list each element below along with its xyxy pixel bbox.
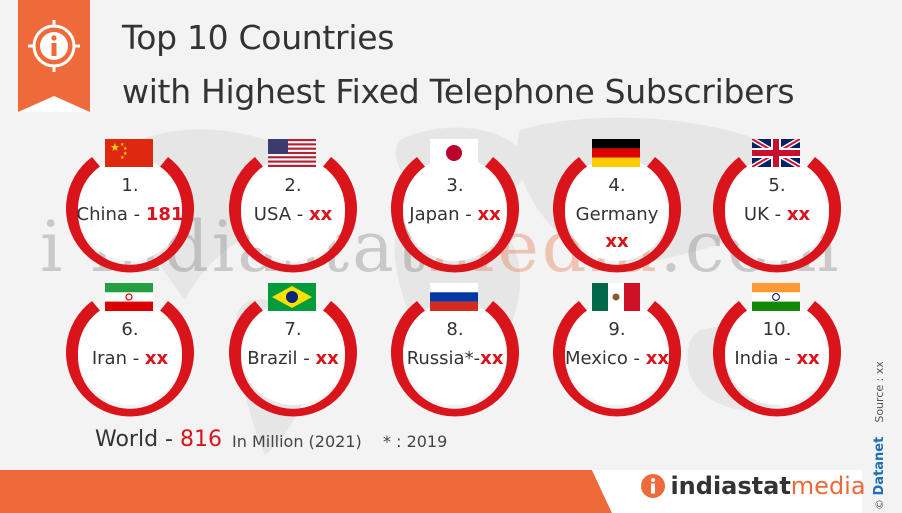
country-rank: 10. xyxy=(762,319,792,340)
country-value: xx xyxy=(480,348,504,369)
country-rank: 8. xyxy=(446,319,464,340)
mexico-flag-icon xyxy=(592,283,640,311)
country-rank: 2. xyxy=(284,175,302,196)
country-value: xx xyxy=(786,204,811,225)
russia-flag-icon xyxy=(430,283,478,311)
country-value: xx xyxy=(645,348,670,369)
country-rank: 3. xyxy=(446,175,464,196)
country-value: xx xyxy=(477,204,501,225)
country-entry: UK - xx xyxy=(702,204,852,225)
country-card-usa: 2. USA - xx xyxy=(218,137,368,277)
uk-flag-icon xyxy=(752,139,800,167)
country-card-russia: 8. Russia*-xx xyxy=(380,281,530,421)
country-rank: 6. xyxy=(121,319,139,340)
copyright-mark: © xyxy=(873,499,886,510)
datanet-label: Datanet xyxy=(872,436,887,496)
country-name: Mexico - xyxy=(564,348,646,369)
country-value: xx xyxy=(315,348,339,369)
country-rank: 9. xyxy=(608,319,626,340)
country-entry: USA - xx xyxy=(218,204,368,225)
germany-flag-icon xyxy=(592,139,640,167)
country-value: 181 xyxy=(145,204,184,225)
brand-name-part-1: indiastat xyxy=(670,472,791,500)
brand-logo: indiastatmedia xyxy=(640,472,866,500)
info-tab xyxy=(18,0,90,112)
country-name: USA - xyxy=(253,204,309,225)
country-card-india: 10. India - xx xyxy=(702,281,852,421)
title-line-2: with Highest Fixed Telephone Subscribers xyxy=(122,72,795,111)
country-name: UK - xyxy=(743,204,787,225)
country-rank: 7. xyxy=(284,319,302,340)
usa-flag-icon xyxy=(268,139,316,167)
country-name: Russia*- xyxy=(406,348,481,369)
country-card-japan: 3. Japan - xx xyxy=(380,137,530,277)
world-total: World - 816 xyxy=(95,427,222,452)
country-value: xx xyxy=(308,204,333,225)
country-name: Brazil - xyxy=(247,348,316,369)
brand-name: indiastatmedia xyxy=(670,472,865,500)
svg-text:★: ★ xyxy=(120,142,125,148)
country-value: xx xyxy=(144,348,169,369)
japan-flag-icon xyxy=(430,139,478,167)
svg-text:★: ★ xyxy=(110,141,120,154)
country-entry: Japan - xx xyxy=(380,204,530,225)
footnote: * : 2019 xyxy=(383,432,448,451)
country-entry: Mexico - xx xyxy=(542,348,692,369)
country-card-iran: 6. Iran - xx xyxy=(55,281,205,421)
country-card-germany: 4. Germany xx xyxy=(542,137,692,277)
country-entry: Russia*-xx xyxy=(380,348,530,369)
country-rank: 4. xyxy=(608,175,626,196)
country-entry: China - 181 xyxy=(55,204,205,225)
country-entry: Brazil - xx xyxy=(218,348,368,369)
country-name: China - xyxy=(76,204,146,225)
world-value: 816 xyxy=(179,427,222,452)
brazil-flag-icon xyxy=(268,283,316,311)
country-entry: Iran - xx xyxy=(55,348,205,369)
country-card-mexico: 9. Mexico - xx xyxy=(542,281,692,421)
brand-name-part-2: media xyxy=(790,472,866,500)
iran-flag-icon xyxy=(105,283,153,311)
country-name: Germany xyxy=(575,204,659,225)
country-name: Japan - xyxy=(409,204,478,225)
source-credit: © Datanet Source : xx xyxy=(872,361,887,510)
title-line-1: Top 10 Countries xyxy=(122,18,395,57)
svg-text:★: ★ xyxy=(123,151,128,157)
info-icon xyxy=(28,20,80,72)
india-flag-icon xyxy=(752,283,800,311)
source-label: Source : xx xyxy=(873,361,886,423)
brand-info-icon xyxy=(641,474,665,498)
country-card-uk: 5. UK - xx xyxy=(702,137,852,277)
country-rank: 5. xyxy=(768,175,786,196)
china-flag-icon: ★ ★★★★ xyxy=(105,139,153,167)
country-card-china: ★ ★ ★ ★ ★ 1. China - 181 xyxy=(55,137,205,277)
country-rank: 1. xyxy=(121,175,139,196)
country-value: xx xyxy=(796,348,820,369)
svg-text:★: ★ xyxy=(120,155,125,161)
country-value: xx xyxy=(605,231,629,252)
world-label: World - xyxy=(95,427,180,452)
country-name: India - xyxy=(734,348,797,369)
country-entry: India - xx xyxy=(702,348,852,369)
country-card-brazil: 7. Brazil - xx xyxy=(218,281,368,421)
unit-label: In Million (2021) xyxy=(232,432,362,451)
country-name: Iran - xyxy=(91,348,145,369)
svg-text:★: ★ xyxy=(123,146,128,152)
